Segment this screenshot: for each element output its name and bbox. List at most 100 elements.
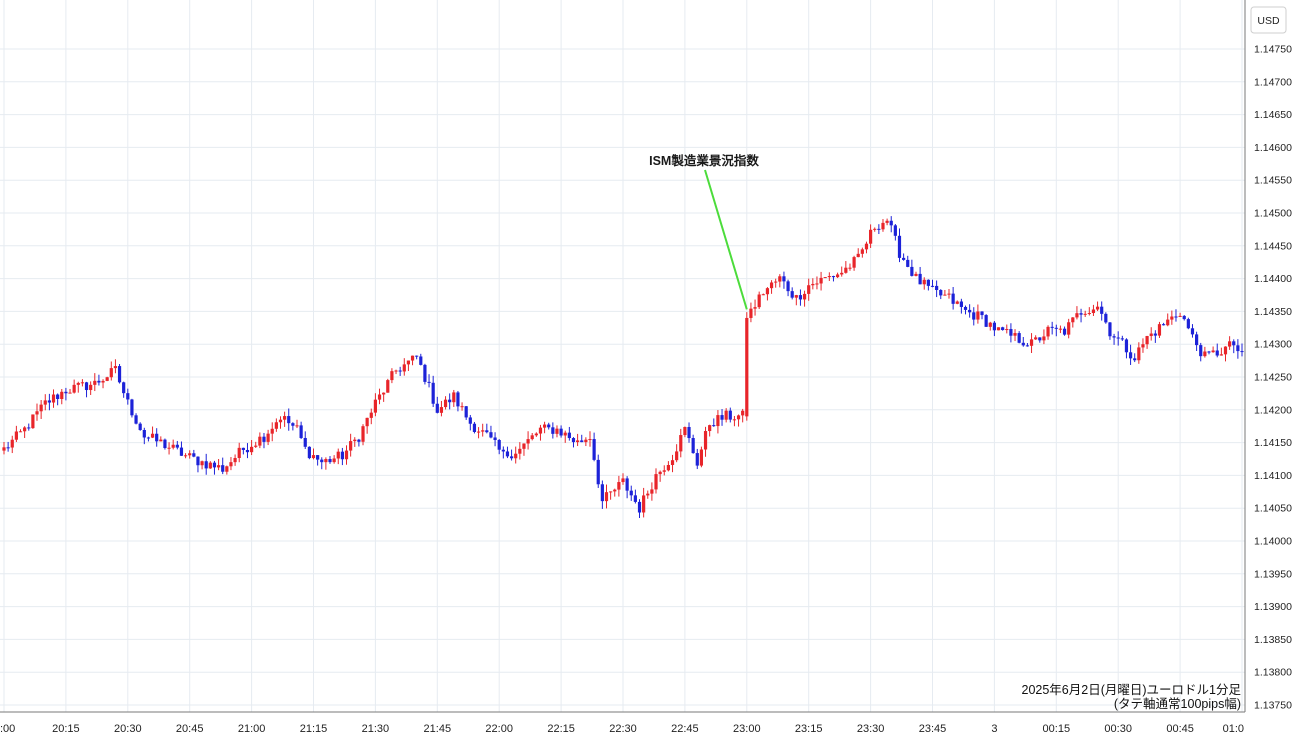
candle-body (258, 436, 262, 446)
candle-body (914, 273, 918, 276)
candle-body (873, 228, 877, 230)
candle-body (386, 380, 390, 393)
candle-body (1071, 317, 1075, 323)
candle-body (406, 360, 411, 365)
candle-body (629, 490, 633, 496)
candle-body (844, 267, 848, 273)
candle-body (1128, 352, 1133, 359)
candle-body (1104, 313, 1108, 323)
candle-body (815, 283, 819, 285)
candle-body (1174, 316, 1178, 318)
candle-body (1207, 351, 1211, 353)
candle-body (56, 394, 60, 400)
candle-body (848, 267, 852, 269)
candle-body (295, 425, 299, 427)
annotation-pointer-line (704, 169, 748, 310)
candle-body (988, 322, 992, 327)
caption-title: 2025年6月2日(月曜日)ユーロドル1分足 (1022, 683, 1242, 697)
candle-body (39, 404, 43, 412)
candle-body (307, 446, 311, 459)
x-tick-label: 00:45 (1166, 723, 1194, 735)
candle-body (60, 391, 64, 400)
candle-body (662, 470, 666, 472)
candle-body (530, 435, 534, 440)
candle-body (509, 456, 514, 459)
currency-label: USD (1257, 15, 1280, 27)
candle-body (394, 370, 398, 372)
x-tick-label: 23:30 (857, 723, 885, 735)
candle-body (625, 478, 629, 491)
currency-badge (1250, 6, 1287, 34)
candle-body (856, 253, 860, 258)
candle-body (456, 392, 460, 407)
x-tick-label: 21:15 (300, 723, 328, 735)
candle-body (1083, 313, 1087, 315)
candle-body (947, 293, 951, 295)
candle-body (609, 491, 613, 493)
candle-body (481, 430, 485, 432)
candle-body (476, 431, 481, 433)
candle-body (171, 444, 175, 448)
x-tick-label: 21:30 (362, 723, 390, 735)
candle-body (1075, 313, 1079, 318)
candle-body (1199, 345, 1203, 357)
y-tick-label: 1.13900 (1254, 601, 1292, 613)
candle-body (864, 243, 869, 250)
candle-body (567, 432, 571, 439)
candle-body (64, 391, 68, 394)
candle-body (1042, 336, 1046, 341)
candle-body (765, 288, 770, 295)
candle-body (774, 281, 778, 283)
candle-body (1141, 344, 1145, 348)
candle-body (84, 382, 89, 391)
candle-body (443, 399, 448, 408)
candle-body (452, 392, 456, 403)
y-tick-label: 1.14050 (1254, 503, 1292, 515)
y-tick-label: 1.14350 (1254, 306, 1292, 318)
candle-body (720, 415, 724, 420)
candle-body (935, 285, 939, 291)
candle-body (621, 478, 625, 483)
candle-body (328, 459, 332, 463)
candle-body (596, 459, 600, 485)
candle-body (963, 306, 968, 310)
candle-body (192, 453, 196, 457)
candle-body (266, 433, 270, 442)
candle-body (968, 309, 972, 313)
candle-body (200, 461, 204, 466)
candle-body (902, 257, 906, 260)
candle-body (939, 290, 943, 296)
candle-body (212, 462, 217, 468)
candle-body (47, 400, 51, 403)
candle-body (538, 427, 543, 434)
candle-body (138, 423, 142, 430)
y-tick-label: 1.14600 (1254, 142, 1292, 154)
candle-body (1120, 338, 1124, 340)
candle-body (427, 381, 431, 383)
candle-body (68, 392, 72, 394)
candle-body (142, 429, 146, 438)
candle-body (522, 443, 526, 449)
candle-body (922, 279, 926, 285)
candle-body (283, 416, 287, 420)
candle-body (576, 440, 580, 443)
candle-body (753, 307, 757, 309)
y-tick-label: 1.14250 (1254, 372, 1292, 384)
candle-body (670, 460, 675, 465)
candle-body (736, 415, 741, 420)
candle-body (633, 495, 637, 502)
candle-body (526, 439, 530, 444)
x-tick-label: 20:15 (52, 723, 80, 735)
y-tick-label: 1.14150 (1254, 437, 1292, 449)
candle-body (551, 427, 555, 434)
candle-body (349, 441, 353, 451)
candle-body (749, 308, 753, 318)
candle-body (221, 465, 225, 472)
candle-body (369, 412, 373, 418)
candle-body (18, 431, 23, 433)
candle-body (687, 426, 691, 439)
candle-layer (2, 216, 1244, 519)
candle-body (216, 465, 221, 468)
candle-body (1236, 345, 1240, 352)
candle-body (353, 439, 357, 442)
